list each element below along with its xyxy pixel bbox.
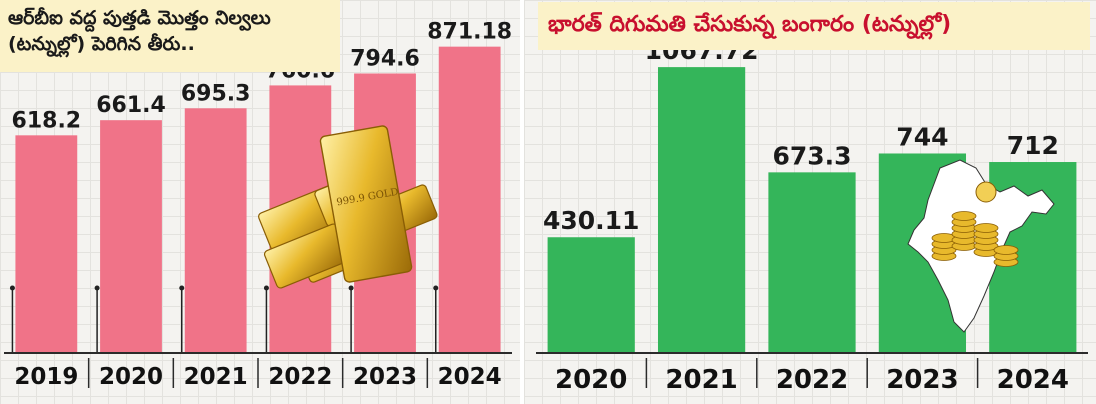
leader-dot bbox=[433, 285, 439, 291]
value-label: 744 bbox=[896, 122, 948, 151]
leader-dot bbox=[179, 285, 185, 291]
gold-coin bbox=[973, 223, 999, 233]
year-label: 2023 bbox=[353, 364, 417, 390]
value-label: 794.6 bbox=[350, 46, 420, 71]
value-label: 673.3 bbox=[772, 141, 851, 170]
bar-2020 bbox=[547, 237, 635, 352]
year-label: 2020 bbox=[555, 365, 627, 395]
bar-2024 bbox=[438, 46, 501, 353]
year-label: 2019 bbox=[14, 364, 78, 390]
year-label: 2023 bbox=[886, 365, 958, 395]
year-label: 2020 bbox=[99, 364, 163, 390]
india-map-with-coins-image bbox=[907, 159, 1055, 333]
value-label: 430.11 bbox=[543, 206, 639, 235]
bar-2020 bbox=[100, 120, 162, 353]
gold-imports-chart-panel: 430.11 2020 1067.72 2021 673.3 2022 744 2023 712… bbox=[524, 0, 1096, 404]
leader-dot bbox=[348, 285, 354, 291]
gold-reserves-chart-panel: 618.22019661.42020695.32021760.62022794.… bbox=[0, 0, 520, 404]
year-label: 2024 bbox=[997, 365, 1069, 395]
leader-dot bbox=[263, 285, 269, 291]
gold-bar-upright bbox=[319, 125, 413, 283]
year-label: 2022 bbox=[776, 365, 848, 395]
gold-bars-image: 999.9 GOLD bbox=[258, 125, 438, 289]
gold-imports-chart: 430.1120201067.722021673.320227442023712… bbox=[536, 36, 1088, 395]
bar-2021 bbox=[657, 67, 746, 353]
year-label: 2021 bbox=[665, 365, 737, 395]
year-label: 2022 bbox=[268, 364, 332, 390]
value-label: 695.3 bbox=[181, 81, 251, 106]
value-label: 871.18 bbox=[427, 20, 512, 45]
bar-2021 bbox=[184, 108, 247, 352]
value-label: 618.2 bbox=[12, 108, 82, 133]
gold-coin bbox=[993, 245, 1019, 255]
value-label: 661.4 bbox=[96, 93, 166, 118]
year-label: 2024 bbox=[438, 364, 502, 390]
leader-dot bbox=[94, 285, 100, 291]
rupee-coin-icon bbox=[975, 181, 997, 203]
gold-coin bbox=[951, 211, 977, 221]
gold-reserves-chart: 618.22019661.42020695.32021760.62022794.… bbox=[4, 20, 512, 390]
chart-title: ఆర్‌బీఐ వద్ద పుత్తడి మొత్తం నిల్వలు (టన్… bbox=[0, 0, 340, 72]
year-label: 2021 bbox=[184, 364, 248, 390]
chart-title: భారత్ దిగుమతి చేసుకున్న బంగారం (టన్నుల్ల… bbox=[538, 2, 1090, 50]
bar-2019 bbox=[15, 135, 78, 352]
bar-2022 bbox=[768, 172, 856, 352]
leader-dot bbox=[9, 285, 15, 291]
value-label: 712 bbox=[1007, 131, 1059, 160]
